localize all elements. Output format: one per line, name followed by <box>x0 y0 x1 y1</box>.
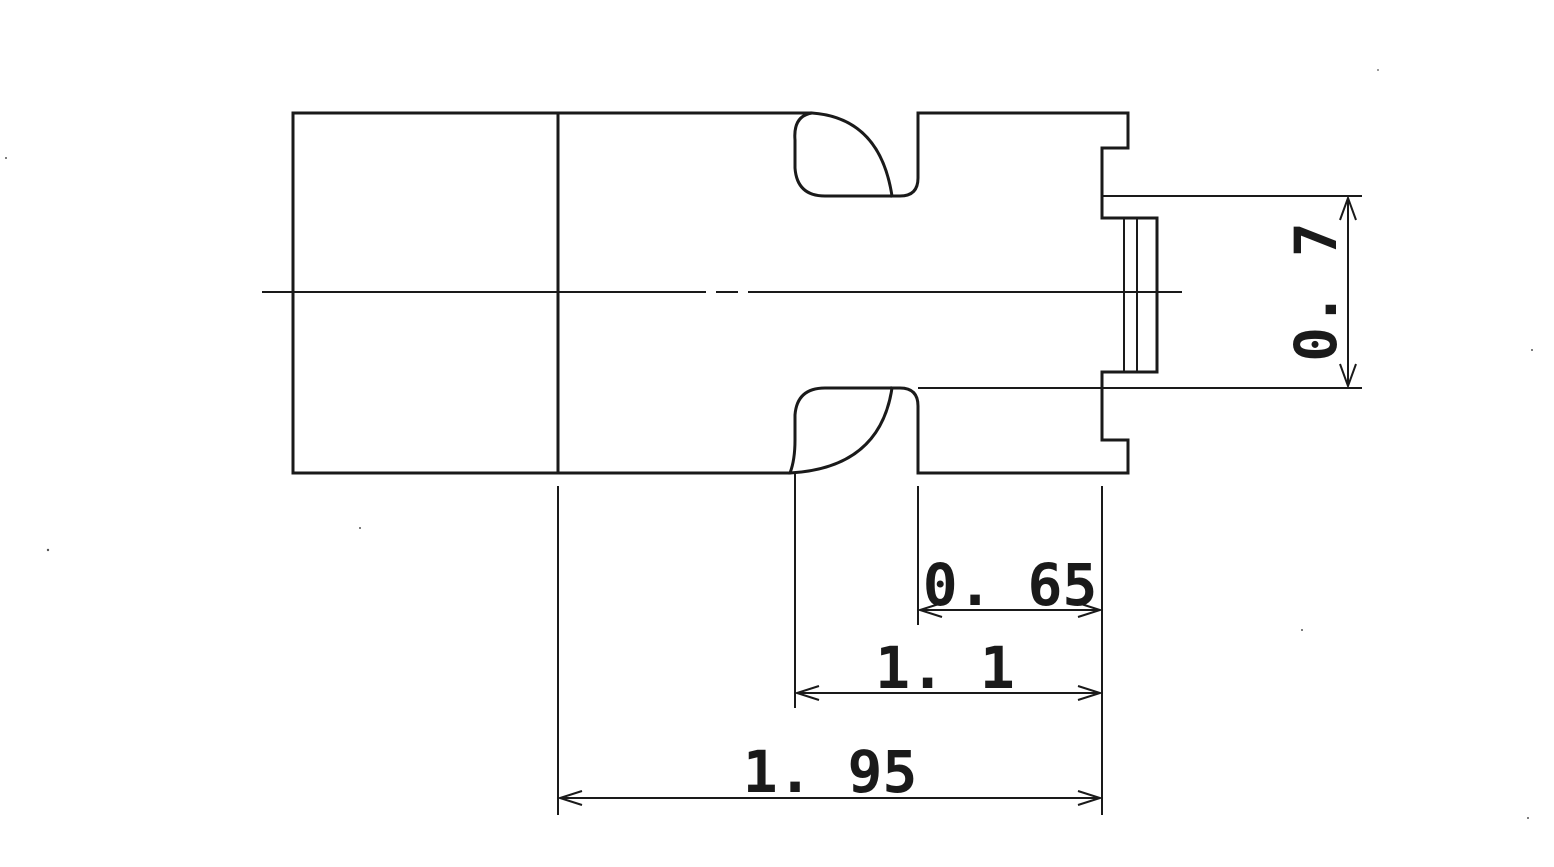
part-top-notch-arc <box>810 111 894 198</box>
part-bottom-edge <box>556 370 1130 475</box>
part-bottom-notch-arc <box>788 386 894 475</box>
dimension-1-1: 1. 1 <box>793 473 1104 708</box>
arrow-right <box>1077 685 1104 701</box>
arrow-up <box>1339 195 1357 221</box>
part-body <box>291 111 1159 475</box>
dimension-1-95: 1. 95 <box>556 486 1104 815</box>
scan-specks <box>5 69 1533 819</box>
dimension-label-1-1: 1. 1 <box>875 634 1015 702</box>
dimension-label-1-95: 1. 95 <box>743 738 918 806</box>
dimension-label-0-7: 0. 7 <box>1282 222 1350 362</box>
dimension-label-0-65: 0. 65 <box>923 551 1098 619</box>
arrow-right <box>1077 790 1104 806</box>
arrow-left <box>556 790 583 806</box>
part-top-edge <box>556 111 1130 220</box>
arrow-left <box>916 602 943 618</box>
dimension-0-7: 0. 7 <box>918 195 1362 389</box>
arrow-right <box>1077 602 1104 618</box>
dimension-0-65: 0. 65 <box>916 486 1104 815</box>
arrow-left <box>793 685 820 701</box>
terminal-tab <box>1100 216 1159 374</box>
arrow-down <box>1339 363 1357 389</box>
